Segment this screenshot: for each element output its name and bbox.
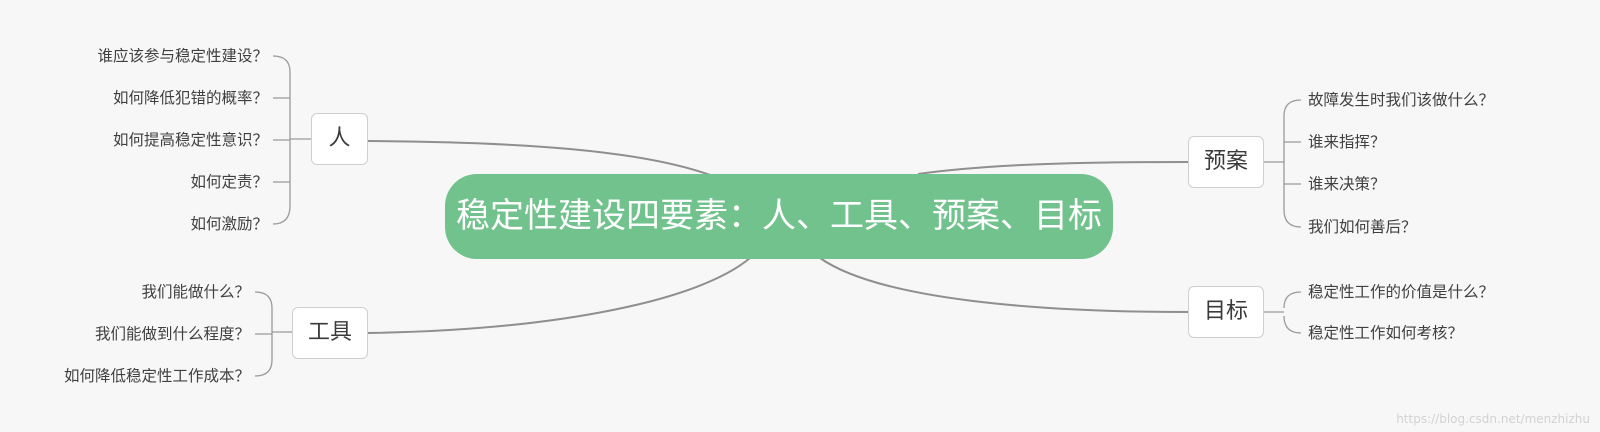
branch-plan[interactable]: 预案: [1188, 136, 1264, 188]
connector-people: [367, 140, 711, 176]
leaf-goal-1[interactable]: 稳定性工作的价值是什么？: [1308, 283, 1495, 301]
brace-people: [272, 55, 311, 225]
leaf-tools-1[interactable]: 我们能做什么？: [141, 283, 250, 301]
connector-goal: [819, 257, 1189, 313]
leaf-plan-3[interactable]: 谁来决策？: [1308, 175, 1386, 193]
leaf-plan-2[interactable]: 谁来指挥？: [1308, 133, 1386, 151]
connector-tools: [367, 257, 751, 334]
leaf-plan-4[interactable]: 我们如何善后？: [1308, 218, 1417, 236]
watermark-text: https://blog.csdn.net/menzhizhu: [1396, 412, 1590, 426]
connector-plan: [917, 161, 1189, 175]
brace-tools: [254, 291, 292, 377]
leaf-people-2[interactable]: 如何降低犯错的概率？: [112, 89, 268, 107]
branch-tools[interactable]: 工具: [292, 307, 368, 359]
leaf-plan-1[interactable]: 故障发生时我们该做什么？: [1308, 91, 1495, 109]
leaf-tools-3[interactable]: 如何降低稳定性工作成本？: [63, 367, 250, 385]
leaf-people-5[interactable]: 如何激励？: [190, 215, 268, 233]
leaf-goal-2[interactable]: 稳定性工作如何考核？: [1308, 324, 1464, 342]
branch-people[interactable]: 人: [311, 113, 368, 165]
leaf-people-3[interactable]: 如何提高稳定性意识？: [112, 131, 268, 149]
central-topic[interactable]: 稳定性建设四要素：人、工具、预案、目标: [445, 174, 1113, 259]
leaf-people-1[interactable]: 谁应该参与稳定性建设？: [97, 47, 268, 65]
brace-plan: [1264, 99, 1302, 228]
leaf-people-4[interactable]: 如何定责？: [190, 173, 268, 191]
leaf-tools-2[interactable]: 我们能做到什么程度？: [94, 325, 250, 343]
brace-goal: [1264, 291, 1302, 334]
branch-goal[interactable]: 目标: [1188, 286, 1264, 338]
